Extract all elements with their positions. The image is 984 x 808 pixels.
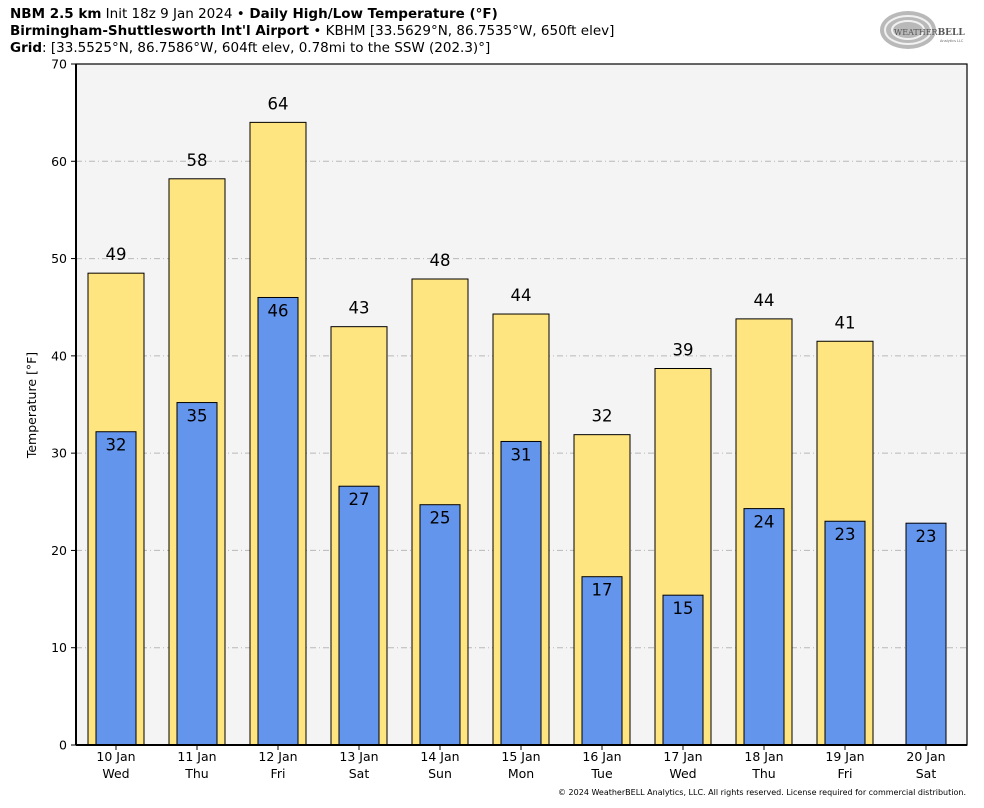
x-tick-label-date: 20 Jan — [906, 749, 945, 764]
x-tick-label-day: Sat — [916, 766, 937, 781]
x-tick-label-day: Sat — [349, 766, 370, 781]
low-temp-label: 23 — [835, 525, 856, 544]
low-temp-bar — [662, 594, 704, 746]
low-temp-label: 27 — [349, 490, 370, 509]
high-temp-label: 58 — [187, 151, 208, 170]
logo-text-weather: WEATHER — [894, 28, 939, 37]
low-temp-bar — [500, 440, 542, 746]
low-temp-bar — [824, 520, 866, 746]
low-temp-bar — [257, 296, 299, 746]
chart-title-line-1: NBM 2.5 km Init 18z 9 Jan 2024 • Daily H… — [10, 6, 498, 23]
x-tick-label-day: Mon — [508, 766, 534, 781]
x-tick-label-date: 10 Jan — [96, 749, 135, 764]
low-temp-label: 46 — [268, 301, 289, 320]
x-tick-label-date: 13 Jan — [339, 749, 378, 764]
low-temp-bar — [581, 576, 623, 746]
x-tick-label-date: 15 Jan — [501, 749, 540, 764]
low-temp-label: 32 — [106, 436, 127, 455]
low-temp-bar — [419, 504, 461, 746]
y-tick-label: 20 — [51, 543, 67, 558]
high-temp-label: 44 — [511, 286, 532, 305]
x-tick-label-date: 12 Jan — [258, 749, 297, 764]
x-tick-label-day: Wed — [102, 766, 129, 781]
y-tick-label: 60 — [51, 154, 67, 169]
low-temp-label: 35 — [187, 407, 208, 426]
weatherbell-logo: WEATHERBELL Analytics LLC — [880, 11, 965, 49]
high-temp-label: 39 — [673, 341, 694, 360]
bar-group: 49 58 64 43 48 44 32 39 44 41 32 35 46 27 25 31 17 15 24 23… — [87, 94, 947, 746]
x-tick-label-date: 11 Jan — [177, 749, 216, 764]
init-time: Init 18z 9 Jan 2024 — [101, 6, 237, 22]
y-tick-label: 30 — [51, 446, 67, 461]
low-temp-bar — [176, 402, 218, 746]
svg-text:WEATHERBELL: WEATHERBELL — [894, 28, 965, 38]
x-axis-ticks: 10 Jan Wed 11 Jan Thu 12 Jan Fri 13 Jan Sat 14 J… — [96, 745, 946, 781]
x-tick-label-day: Thu — [184, 766, 208, 781]
x-tick-label-day: Fri — [838, 766, 853, 781]
low-temp-bar — [338, 485, 380, 746]
grid-coords: : [33.5525°N, 86.7586°W, 604ft elev, 0.7… — [42, 40, 491, 56]
low-temp-bar — [905, 522, 947, 746]
high-temp-label: 41 — [835, 313, 856, 332]
low-temp-label: 15 — [673, 599, 694, 618]
y-tick-label: 50 — [51, 251, 67, 266]
high-temp-label: 64 — [268, 94, 289, 113]
low-temp-label: 24 — [754, 513, 775, 532]
x-tick-label-day: Sun — [428, 766, 452, 781]
y-axis-label: Temperature [°F] — [24, 352, 39, 459]
high-temp-label: 43 — [349, 299, 370, 318]
copyright-footer: © 2024 WeatherBELL Analytics, LLC. All r… — [558, 788, 966, 797]
x-tick-label-date: 17 Jan — [663, 749, 702, 764]
station-coords: KBHM [33.5629°N, 86.7535°W, 650ft elev] — [325, 23, 615, 39]
high-temp-label: 44 — [754, 291, 775, 310]
model-name: NBM 2.5 km — [10, 6, 102, 22]
x-tick-label-day: Tue — [590, 766, 613, 781]
low-temp-label: 23 — [916, 527, 937, 546]
high-temp-label: 48 — [430, 251, 451, 270]
x-tick-label-date: 14 Jan — [420, 749, 459, 764]
low-temp-label: 31 — [511, 445, 532, 464]
logo-text-small: Analytics LLC — [940, 39, 964, 43]
product-name: Daily High/Low Temperature (°F) — [244, 6, 498, 22]
high-temp-label: 32 — [592, 407, 613, 426]
low-temp-bar — [743, 508, 785, 746]
bullet: • — [236, 6, 245, 22]
low-temp-label: 25 — [430, 509, 451, 528]
low-temp-bar — [95, 431, 137, 746]
y-tick-label: 70 — [51, 57, 67, 72]
y-tick-label: 10 — [51, 640, 67, 655]
bullet: • — [309, 23, 326, 39]
y-axis-ticks: 0 10 20 30 40 50 60 70 — [51, 57, 76, 753]
x-tick-label-day: Wed — [669, 766, 696, 781]
chart-title-line-2: Birmingham-Shuttlesworth Int'l Airport •… — [10, 23, 614, 40]
x-tick-label-date: 19 Jan — [825, 749, 864, 764]
y-tick-label: 40 — [51, 348, 67, 363]
station-name: Birmingham-Shuttlesworth Int'l Airport — [10, 23, 310, 39]
x-tick-label-date: 16 Jan — [582, 749, 621, 764]
high-temp-label: 49 — [106, 245, 127, 264]
low-temp-label: 17 — [592, 581, 613, 600]
x-tick-label-date: 18 Jan — [744, 749, 783, 764]
grid-label: Grid — [10, 40, 43, 56]
chart-title-line-3: Grid: [33.5525°N, 86.7586°W, 604ft elev,… — [10, 40, 490, 57]
logo-text-bell: BELL — [938, 28, 966, 38]
y-tick-label: 0 — [59, 738, 67, 753]
x-tick-label-day: Fri — [271, 766, 286, 781]
x-tick-label-day: Thu — [751, 766, 775, 781]
